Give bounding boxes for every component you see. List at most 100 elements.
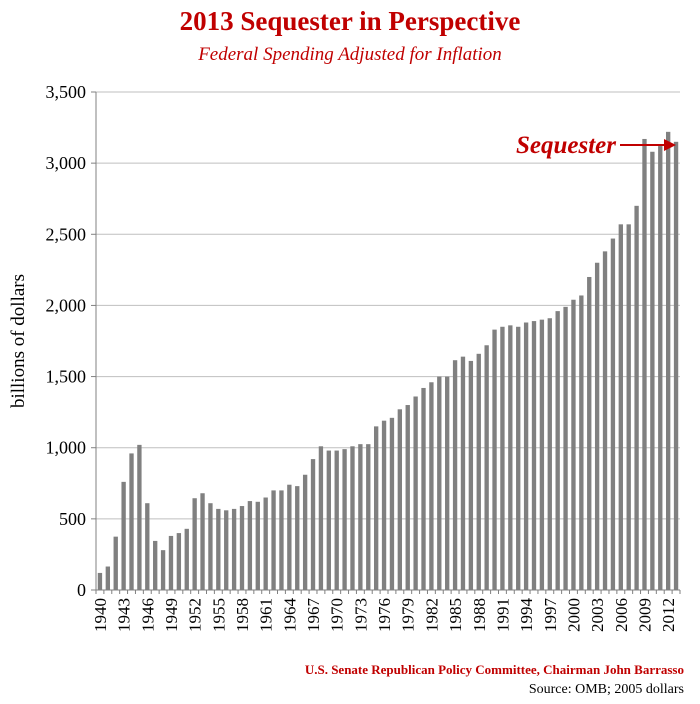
x-tick-label: 2000: [564, 598, 583, 632]
bar-1966: [302, 474, 308, 590]
bar-1992: [508, 325, 513, 590]
x-tick-label: 1988: [470, 598, 489, 632]
bar-2010: [650, 151, 655, 590]
bar-1961: [263, 497, 268, 590]
x-tick-label: 1970: [328, 598, 347, 632]
chart-subtitle: Federal Spending Adjusted for Inflation: [198, 44, 502, 65]
y-tick-label: 3,000: [46, 153, 87, 173]
bar-1964: [287, 484, 292, 590]
bar-1970: [334, 450, 339, 590]
bar-1982: [429, 382, 434, 590]
bar-1991: [500, 326, 505, 590]
bar-1941: [105, 566, 111, 590]
bar-2003: [594, 262, 600, 590]
x-tick-label: 1943: [115, 598, 134, 632]
bar-2002: [587, 276, 592, 590]
bar-1998: [555, 311, 560, 590]
bar-1995: [531, 321, 537, 590]
x-tick-label: 1961: [257, 598, 276, 632]
bar-1978: [397, 409, 403, 590]
bar-1997: [547, 318, 552, 590]
x-tick-label: 1964: [280, 598, 299, 633]
bar-1957: [231, 508, 237, 590]
bar-2013: [673, 141, 679, 591]
y-tick-label: 500: [59, 509, 86, 529]
x-tick-label: 1982: [422, 598, 441, 632]
x-tick-label: 1955: [209, 598, 228, 632]
bar-2009: [642, 138, 647, 590]
chart-title: 2013 Sequester in Perspective: [179, 6, 521, 36]
bar-2012: [665, 131, 671, 590]
x-tick-label: 1973: [351, 598, 370, 632]
bar-2008: [634, 205, 639, 591]
y-axis-label: billions of dollars: [8, 274, 29, 408]
bar-1977: [389, 417, 395, 590]
x-tick-label: 1958: [233, 598, 252, 632]
x-tick-labels: 1940 1943 1946 1949 1952 1955 1958 1961 1964 1967…: [91, 590, 681, 633]
bar-1979: [405, 405, 410, 590]
bar-1948: [160, 550, 166, 590]
bar-1950: [176, 533, 182, 590]
bar-1967: [310, 459, 316, 590]
axes: [95, 92, 680, 591]
x-tick-label: 1994: [517, 598, 536, 633]
bar-1946: [145, 503, 150, 590]
bar-1981: [421, 387, 426, 590]
bar-2000: [571, 299, 576, 590]
bar-1994: [523, 322, 529, 590]
x-tick-label: 1967: [304, 598, 323, 633]
y-tick-label: 1,000: [46, 438, 87, 458]
bar-2001: [579, 295, 584, 590]
sequester-arrow-head: [664, 139, 676, 151]
bar-2011: [658, 146, 663, 590]
bar-1986: [460, 356, 466, 590]
y-tick-label: 3,500: [46, 82, 87, 102]
bar-1962: [271, 490, 276, 590]
bar-1988: [476, 353, 481, 590]
bar-1985: [452, 360, 458, 590]
bar-1974: [366, 444, 371, 590]
bar-1968: [318, 446, 324, 590]
bar-1999: [563, 306, 568, 590]
bar-1989: [484, 345, 489, 590]
bar-1969: [326, 450, 331, 590]
x-tick-label: 1985: [446, 598, 465, 632]
y-tick-label: 0: [77, 580, 86, 600]
bar-1943: [121, 481, 126, 590]
x-tick-label: 1952: [186, 598, 205, 632]
bar-1990: [492, 329, 497, 590]
credit-line: U.S. Senate Republican Policy Committee,…: [304, 662, 684, 677]
bar-1949: [168, 535, 174, 590]
bar-1940: [97, 572, 103, 590]
x-tick-label: 1949: [162, 598, 181, 632]
x-tick-label: 2003: [588, 598, 607, 632]
bar-1960: [255, 501, 260, 590]
bar-1954: [208, 503, 213, 590]
source-note: Source: OMB; 2005 dollars: [528, 682, 684, 697]
bars: [97, 131, 679, 591]
bar-1952: [192, 498, 197, 590]
bar-1958: [239, 506, 245, 590]
y-tick-label: 1,500: [46, 367, 87, 387]
y-tick-label: 2,500: [46, 224, 87, 244]
x-tick-label: 2009: [635, 598, 654, 632]
bar-2007: [626, 224, 631, 590]
bar-1942: [113, 536, 118, 590]
bar-1980: [413, 396, 418, 590]
x-tick-label: 1940: [91, 598, 110, 632]
bar-1973: [358, 444, 363, 590]
y-tick-labels: 0 500 1,000 1,500 2,000 2,500 3,000 3,500: [46, 82, 96, 600]
bar-1983: [437, 376, 442, 590]
x-tick-label: 1997: [541, 598, 560, 633]
bar-2006: [618, 224, 623, 590]
bar-1955: [216, 508, 221, 590]
bar-1984: [445, 376, 450, 590]
bar-1972: [350, 446, 355, 590]
x-tick-label: 1979: [399, 598, 418, 632]
bar-1944: [129, 453, 134, 590]
sequester-annotation: Sequester: [516, 132, 676, 159]
x-tick-label: 1946: [138, 598, 157, 632]
bar-1951: [184, 528, 189, 590]
bar-1975: [373, 426, 379, 590]
